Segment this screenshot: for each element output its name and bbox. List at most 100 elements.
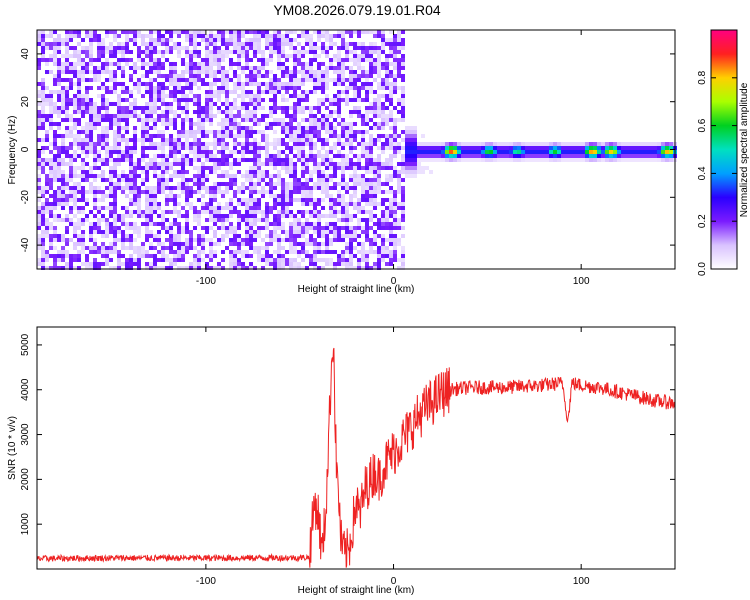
- heatmap-cell: [49, 170, 53, 174]
- heatmap-cell: [41, 190, 45, 194]
- heatmap-cell: [101, 70, 105, 74]
- heatmap-cell: [245, 134, 249, 138]
- heatmap-cell: [317, 242, 321, 246]
- heatmap-cell: [365, 94, 369, 98]
- heatmap-cell: [165, 46, 169, 50]
- heatmap-cell: [189, 266, 193, 270]
- heatmap-cell: [201, 146, 205, 150]
- heatmap-cell: [333, 222, 337, 226]
- heatmap-cell: [213, 38, 217, 42]
- heatmap-cell: [265, 122, 269, 126]
- heatmap-cell: [105, 218, 109, 222]
- heatmap-cell: [41, 38, 45, 42]
- heatmap-cell: [245, 158, 249, 162]
- heatmap-cell: [249, 226, 253, 230]
- heatmap-cell: [117, 162, 121, 166]
- heatmap-cell: [365, 142, 369, 146]
- heatmap-cell: [229, 150, 233, 154]
- heatmap-cell: [173, 82, 177, 86]
- heatmap-cell: [201, 242, 205, 246]
- heatmap-cell: [301, 30, 305, 34]
- heatmap-cell: [113, 218, 117, 222]
- heatmap-cell: [229, 106, 233, 110]
- heatmap-cell: [145, 178, 149, 182]
- heatmap-cell: [273, 106, 277, 110]
- heatmap-cell: [65, 38, 69, 42]
- heatmap-cell: [373, 90, 377, 94]
- heatmap-cell: [253, 218, 257, 222]
- heatmap-cell: [241, 94, 245, 98]
- heatmap-cell: [629, 142, 633, 146]
- heatmap-cell: [189, 146, 193, 150]
- heatmap-cell: [413, 162, 417, 166]
- heatmap-cell: [57, 90, 61, 94]
- heatmap-cell: [53, 218, 57, 222]
- heatmap-cell: [277, 138, 281, 142]
- heatmap-cell: [317, 102, 321, 106]
- heatmap-cell: [185, 266, 189, 270]
- heatmap-cell: [165, 58, 169, 62]
- heatmap-cell: [229, 154, 233, 158]
- heatmap-cell: [125, 262, 129, 266]
- heatmap-cell: [369, 106, 373, 110]
- heatmap-cell: [201, 226, 205, 230]
- heatmap-cell: [61, 94, 65, 98]
- heatmap-cell: [397, 174, 401, 178]
- heatmap-cell: [61, 218, 65, 222]
- heatmap-cell: [257, 202, 261, 206]
- heatmap-cell: [129, 198, 133, 202]
- heatmap-cell: [81, 194, 85, 198]
- heatmap-cell: [37, 30, 41, 34]
- heatmap-cell: [561, 142, 565, 146]
- heatmap-cell: [393, 210, 397, 214]
- heatmap-cell: [333, 226, 337, 230]
- heatmap-cell: [329, 210, 333, 214]
- heatmap-cell: [453, 146, 457, 150]
- heatmap-cell: [197, 98, 201, 102]
- heatmap-cell: [209, 250, 213, 254]
- heatmap-cell: [209, 90, 213, 94]
- heatmap-cell: [225, 46, 229, 50]
- heatmap-cell: [89, 130, 93, 134]
- heatmap-cell: [109, 206, 113, 210]
- heatmap-cell: [169, 138, 173, 142]
- heatmap-cell: [313, 78, 317, 82]
- heatmap-cell: [349, 50, 353, 54]
- heatmap-cell: [89, 138, 93, 142]
- heatmap-cell: [377, 262, 381, 266]
- heatmap-cell: [53, 138, 57, 142]
- heatmap-cell: [381, 46, 385, 50]
- heatmap-cell: [169, 110, 173, 114]
- heatmap-cell: [113, 122, 117, 126]
- heatmap-cell: [349, 126, 353, 130]
- heatmap-cell: [385, 78, 389, 82]
- heatmap-cell: [321, 138, 325, 142]
- heatmap-cell: [69, 66, 73, 70]
- heatmap-cell: [145, 170, 149, 174]
- heatmap-cell: [301, 110, 305, 114]
- heatmap-cell: [341, 238, 345, 242]
- heatmap-cell: [269, 42, 273, 46]
- heatmap-cell: [265, 190, 269, 194]
- heatmap-cell: [281, 206, 285, 210]
- heatmap-cell: [261, 246, 265, 250]
- heatmap-cell: [61, 258, 65, 262]
- heatmap-cell: [313, 142, 317, 146]
- heatmap-cell: [65, 154, 69, 158]
- heatmap-cell: [269, 174, 273, 178]
- heatmap-cell: [137, 78, 141, 82]
- heatmap-cell: [97, 226, 101, 230]
- heatmap-cell: [257, 182, 261, 186]
- heatmap-cell: [161, 38, 165, 42]
- heatmap-cell: [133, 86, 137, 90]
- heatmap-cell: [389, 250, 393, 254]
- heatmap-cell: [365, 106, 369, 110]
- heatmap-cell: [365, 194, 369, 198]
- heatmap-cell: [345, 90, 349, 94]
- heatmap-cell: [377, 114, 381, 118]
- heatmap-cell: [65, 94, 69, 98]
- heatmap-cell: [157, 186, 161, 190]
- heatmap-cell: [273, 206, 277, 210]
- heatmap-cell: [409, 138, 413, 142]
- heatmap-cell: [173, 254, 177, 258]
